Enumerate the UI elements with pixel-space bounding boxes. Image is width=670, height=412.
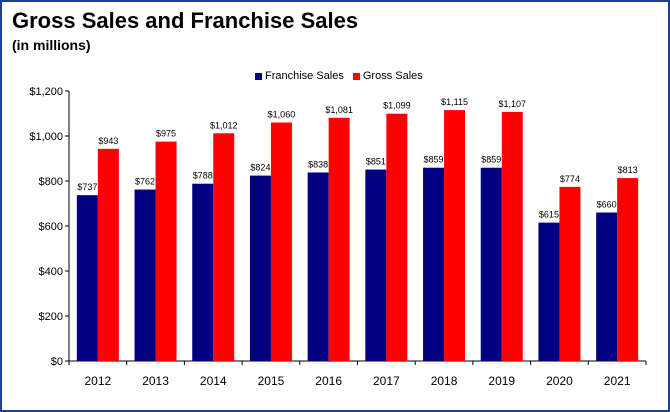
bar-franchise-sales (134, 189, 156, 361)
y-tick-label: $1,000 (29, 131, 63, 143)
x-tick-label: 2021 (604, 374, 631, 388)
data-label-gross-sales: $1,115 (441, 97, 468, 107)
bar-gross-sales (328, 117, 350, 362)
chart-title: Gross Sales and Franchise Sales (12, 8, 359, 33)
data-label-gross-sales: $813 (618, 165, 638, 175)
bar-gross-sales (444, 110, 466, 361)
bar-gross-sales (559, 186, 581, 361)
chart-legend: Franchise Sales Gross Sales (255, 70, 432, 82)
bar-franchise-sales (76, 195, 98, 361)
x-tick-label: 2014 (200, 374, 227, 388)
data-label-franchise-sales: $824 (250, 163, 270, 173)
bar-franchise-sales (423, 167, 445, 361)
bar-gross-sales (97, 148, 119, 361)
legend-label-gross: Gross Sales (362, 70, 423, 82)
bar-franchise-sales (365, 169, 387, 361)
data-label-gross-sales: $1,107 (498, 99, 526, 109)
legend-label-franchise: Franchise Sales (265, 70, 344, 82)
x-tick-label: 2020 (546, 374, 573, 388)
data-label-franchise-sales: $788 (193, 171, 213, 181)
data-label-franchise-sales: $615 (539, 210, 559, 220)
legend-swatch-franchise (255, 72, 262, 80)
data-label-gross-sales: $774 (560, 174, 580, 184)
bar-franchise-sales (249, 175, 271, 361)
bar-franchise-sales (307, 172, 329, 361)
x-tick-label: 2015 (258, 374, 285, 388)
y-tick-label: $1,200 (29, 86, 63, 98)
x-tick-label: 2018 (431, 374, 458, 388)
data-label-franchise-sales: $859 (481, 155, 501, 165)
data-label-gross-sales: $1,060 (268, 110, 296, 120)
data-label-franchise-sales: $660 (597, 200, 617, 210)
y-tick-label: $0 (51, 356, 63, 368)
bar-gross-sales (617, 178, 639, 361)
data-label-franchise-sales: $737 (77, 182, 97, 192)
data-label-franchise-sales: $762 (135, 177, 155, 187)
data-label-franchise-sales: $859 (424, 155, 444, 165)
y-tick-label: $200 (39, 311, 63, 323)
x-tick-label: 2012 (84, 374, 111, 388)
data-label-gross-sales: $975 (156, 129, 176, 139)
chart-subtitle: (in millions) (12, 37, 91, 53)
data-label-franchise-sales: $838 (308, 159, 328, 169)
legend-item-franchise: Franchise Sales (255, 70, 344, 82)
legend-swatch-gross (352, 72, 360, 80)
y-tick-label: $800 (39, 176, 63, 188)
bar-franchise-sales (596, 212, 618, 361)
data-label-gross-sales: $1,012 (210, 120, 238, 130)
x-tick-label: 2016 (315, 374, 342, 388)
y-tick-label: $400 (39, 266, 63, 278)
data-label-gross-sales: $1,099 (383, 101, 411, 111)
x-tick-label: 2013 (142, 374, 169, 388)
bar-gross-sales (501, 111, 523, 361)
x-tick-label: 2019 (488, 374, 515, 388)
legend-item-gross: Gross Sales (352, 70, 423, 82)
data-label-gross-sales: $943 (98, 136, 118, 146)
bar-gross-sales (270, 122, 292, 361)
bar-gross-sales (155, 141, 177, 361)
bar-gross-sales (213, 133, 235, 361)
data-label-franchise-sales: $851 (366, 157, 386, 167)
x-tick-label: 2017 (373, 374, 400, 388)
bar-gross-sales (386, 113, 408, 361)
bar-franchise-sales (192, 183, 214, 361)
bar-franchise-sales (538, 222, 560, 361)
y-tick-label: $600 (39, 221, 63, 233)
data-label-gross-sales: $1,081 (325, 105, 353, 115)
bar-franchise-sales (480, 167, 502, 361)
